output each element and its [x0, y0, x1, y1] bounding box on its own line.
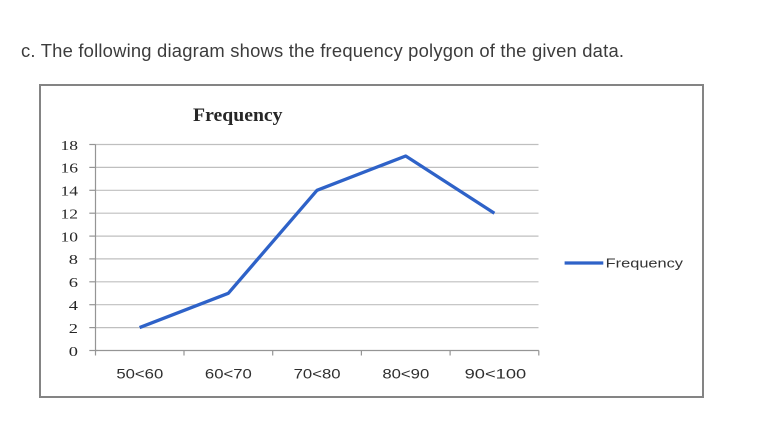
svg-text:0: 0 — [69, 345, 78, 360]
svg-text:16: 16 — [61, 162, 79, 177]
svg-text:14: 14 — [61, 185, 79, 200]
svg-text:60<70: 60<70 — [205, 366, 252, 382]
svg-text:80<90: 80<90 — [382, 366, 429, 382]
svg-text:70<80: 70<80 — [294, 366, 341, 382]
svg-text:8: 8 — [69, 253, 78, 268]
svg-text:Frequency: Frequency — [606, 255, 684, 270]
svg-text:18: 18 — [61, 139, 79, 154]
svg-text:c. The following diagram shows: c. The following diagram shows the frequ… — [21, 40, 624, 61]
svg-text:4: 4 — [69, 299, 78, 314]
svg-text:2: 2 — [69, 322, 78, 337]
svg-text:12: 12 — [61, 207, 79, 222]
svg-text:Frequency: Frequency — [193, 106, 283, 126]
svg-text:50<60: 50<60 — [116, 366, 163, 382]
svg-text:6: 6 — [69, 276, 78, 291]
svg-text:10: 10 — [61, 230, 79, 245]
svg-text:90<100: 90<100 — [465, 366, 527, 382]
